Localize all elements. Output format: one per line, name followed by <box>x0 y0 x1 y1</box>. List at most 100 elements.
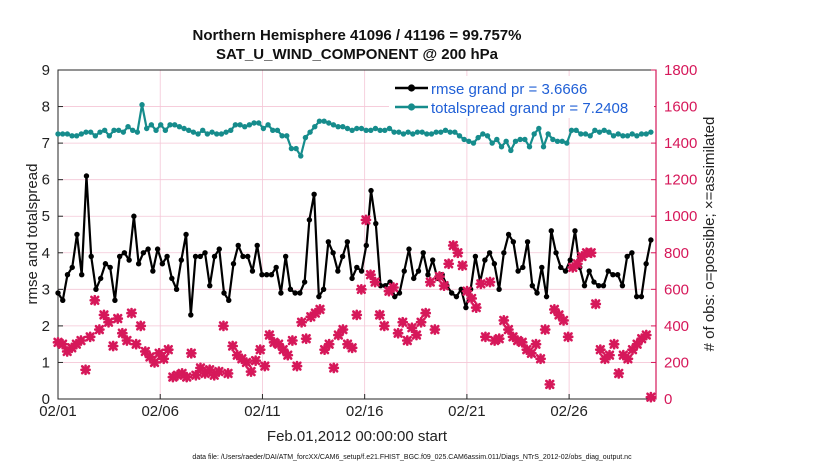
totalspread-point <box>424 131 430 137</box>
rmse-point <box>154 246 161 252</box>
totalspread-point <box>251 120 257 126</box>
rmse-point <box>605 268 611 274</box>
totalspread-point <box>372 125 379 132</box>
obs-assimilated-point <box>84 331 96 343</box>
totalspread-point <box>615 131 621 137</box>
y-tick-label: 1 <box>42 354 50 371</box>
obs-assimilated-point <box>438 280 450 292</box>
rmse-point <box>325 239 332 245</box>
obs-assimilated-point <box>594 344 606 356</box>
totalspread-point <box>354 125 360 132</box>
totalspread-point <box>120 129 127 135</box>
totalspread-point <box>503 138 509 144</box>
obs-assimilated-point <box>631 338 643 350</box>
totalspread-point <box>274 127 281 134</box>
totalspread-point <box>396 129 402 135</box>
rmse-point <box>349 275 355 282</box>
obs-assimilated-point <box>365 269 376 281</box>
totalspread-point <box>414 129 421 135</box>
legend-marker-totalspread <box>407 103 416 111</box>
rmse-point <box>396 290 403 296</box>
totalspread-point <box>620 133 626 139</box>
totalspread-point <box>162 127 169 134</box>
rmse-point <box>330 250 336 256</box>
totalspread-point <box>573 127 579 134</box>
totalspread-point <box>153 127 159 134</box>
obs-assimilated-point <box>466 293 478 304</box>
totalspread-point <box>260 125 267 132</box>
obs-assimilated-point <box>112 313 124 324</box>
totalspread-point <box>634 133 640 139</box>
totalspread-point <box>340 123 346 130</box>
y-tick-label: 7 <box>42 135 50 152</box>
obs-assimilated-point <box>480 331 491 343</box>
rmse-point <box>448 290 455 296</box>
rmse-point <box>596 282 602 289</box>
obs-assimilated-point <box>162 344 174 356</box>
rmse-point <box>69 264 75 271</box>
rmse-point <box>202 250 208 256</box>
totalspread-point <box>624 133 631 139</box>
obs-assimilated-point <box>420 307 432 319</box>
totalspread-point <box>536 125 542 132</box>
y-axis-right-label: # of obs: o=possible; ×=assimilated <box>701 117 718 352</box>
rmse-point <box>245 253 251 260</box>
legend-box <box>389 76 654 118</box>
totalspread-point <box>438 129 444 135</box>
totalspread-point <box>279 133 285 139</box>
totalspread-point <box>167 122 173 128</box>
totalspread-point <box>582 131 589 137</box>
totalspread-point <box>307 129 313 135</box>
totalspread-point <box>270 127 276 134</box>
y-right-tick-label: 1600 <box>664 99 697 116</box>
totalspread-point <box>134 129 141 135</box>
rmse-point <box>610 272 616 278</box>
rmse-point <box>83 173 90 179</box>
rmse-point <box>505 231 512 238</box>
totalspread-point <box>312 123 318 130</box>
rmse-point <box>74 231 80 238</box>
rmse-point <box>254 242 260 249</box>
obs-assimilated-point <box>378 320 390 332</box>
rmse-point <box>472 253 479 260</box>
totalspread-point <box>181 125 187 132</box>
totalspread-point <box>559 138 565 144</box>
rmse-line <box>57 174 652 317</box>
totalspread-point <box>629 131 635 137</box>
x-axis-label: Feb.01,2012 00:00:00 start <box>267 428 448 445</box>
rmse-point <box>301 279 308 285</box>
rmse-point <box>529 282 536 289</box>
rmse-point <box>145 246 151 252</box>
obs-assimilated-point <box>245 366 257 377</box>
totalspread-point <box>587 133 593 139</box>
totalspread-point <box>176 123 183 130</box>
rmse-point <box>600 282 607 289</box>
rmse-point <box>415 268 422 274</box>
totalspread-point <box>330 122 337 128</box>
rmse-point <box>638 293 645 300</box>
rmse-point <box>79 272 85 278</box>
series-layer <box>52 102 657 403</box>
rmse-point <box>562 268 569 274</box>
rmse-point <box>207 282 213 289</box>
rmse-point <box>292 290 298 296</box>
obs-assimilated-point <box>392 327 404 339</box>
rmse-point <box>520 264 526 271</box>
totalspread-point <box>578 131 584 137</box>
totalspread-point <box>209 129 215 135</box>
rmse-point <box>230 261 237 267</box>
obs-assimilated-point <box>254 344 266 356</box>
rmse-point <box>240 253 246 260</box>
obs-assimilated-point <box>181 371 193 383</box>
totalspread-point <box>475 134 481 141</box>
totalspread-point <box>489 140 495 146</box>
totalspread-point <box>638 131 645 137</box>
totalspread-point <box>405 129 411 135</box>
obs-assimilated-point <box>429 324 441 335</box>
rmse-point <box>401 268 407 274</box>
totalspread-point <box>129 127 136 134</box>
totalspread-point <box>601 127 607 134</box>
totalspread-point <box>246 122 253 128</box>
totalspread-point <box>101 127 108 134</box>
